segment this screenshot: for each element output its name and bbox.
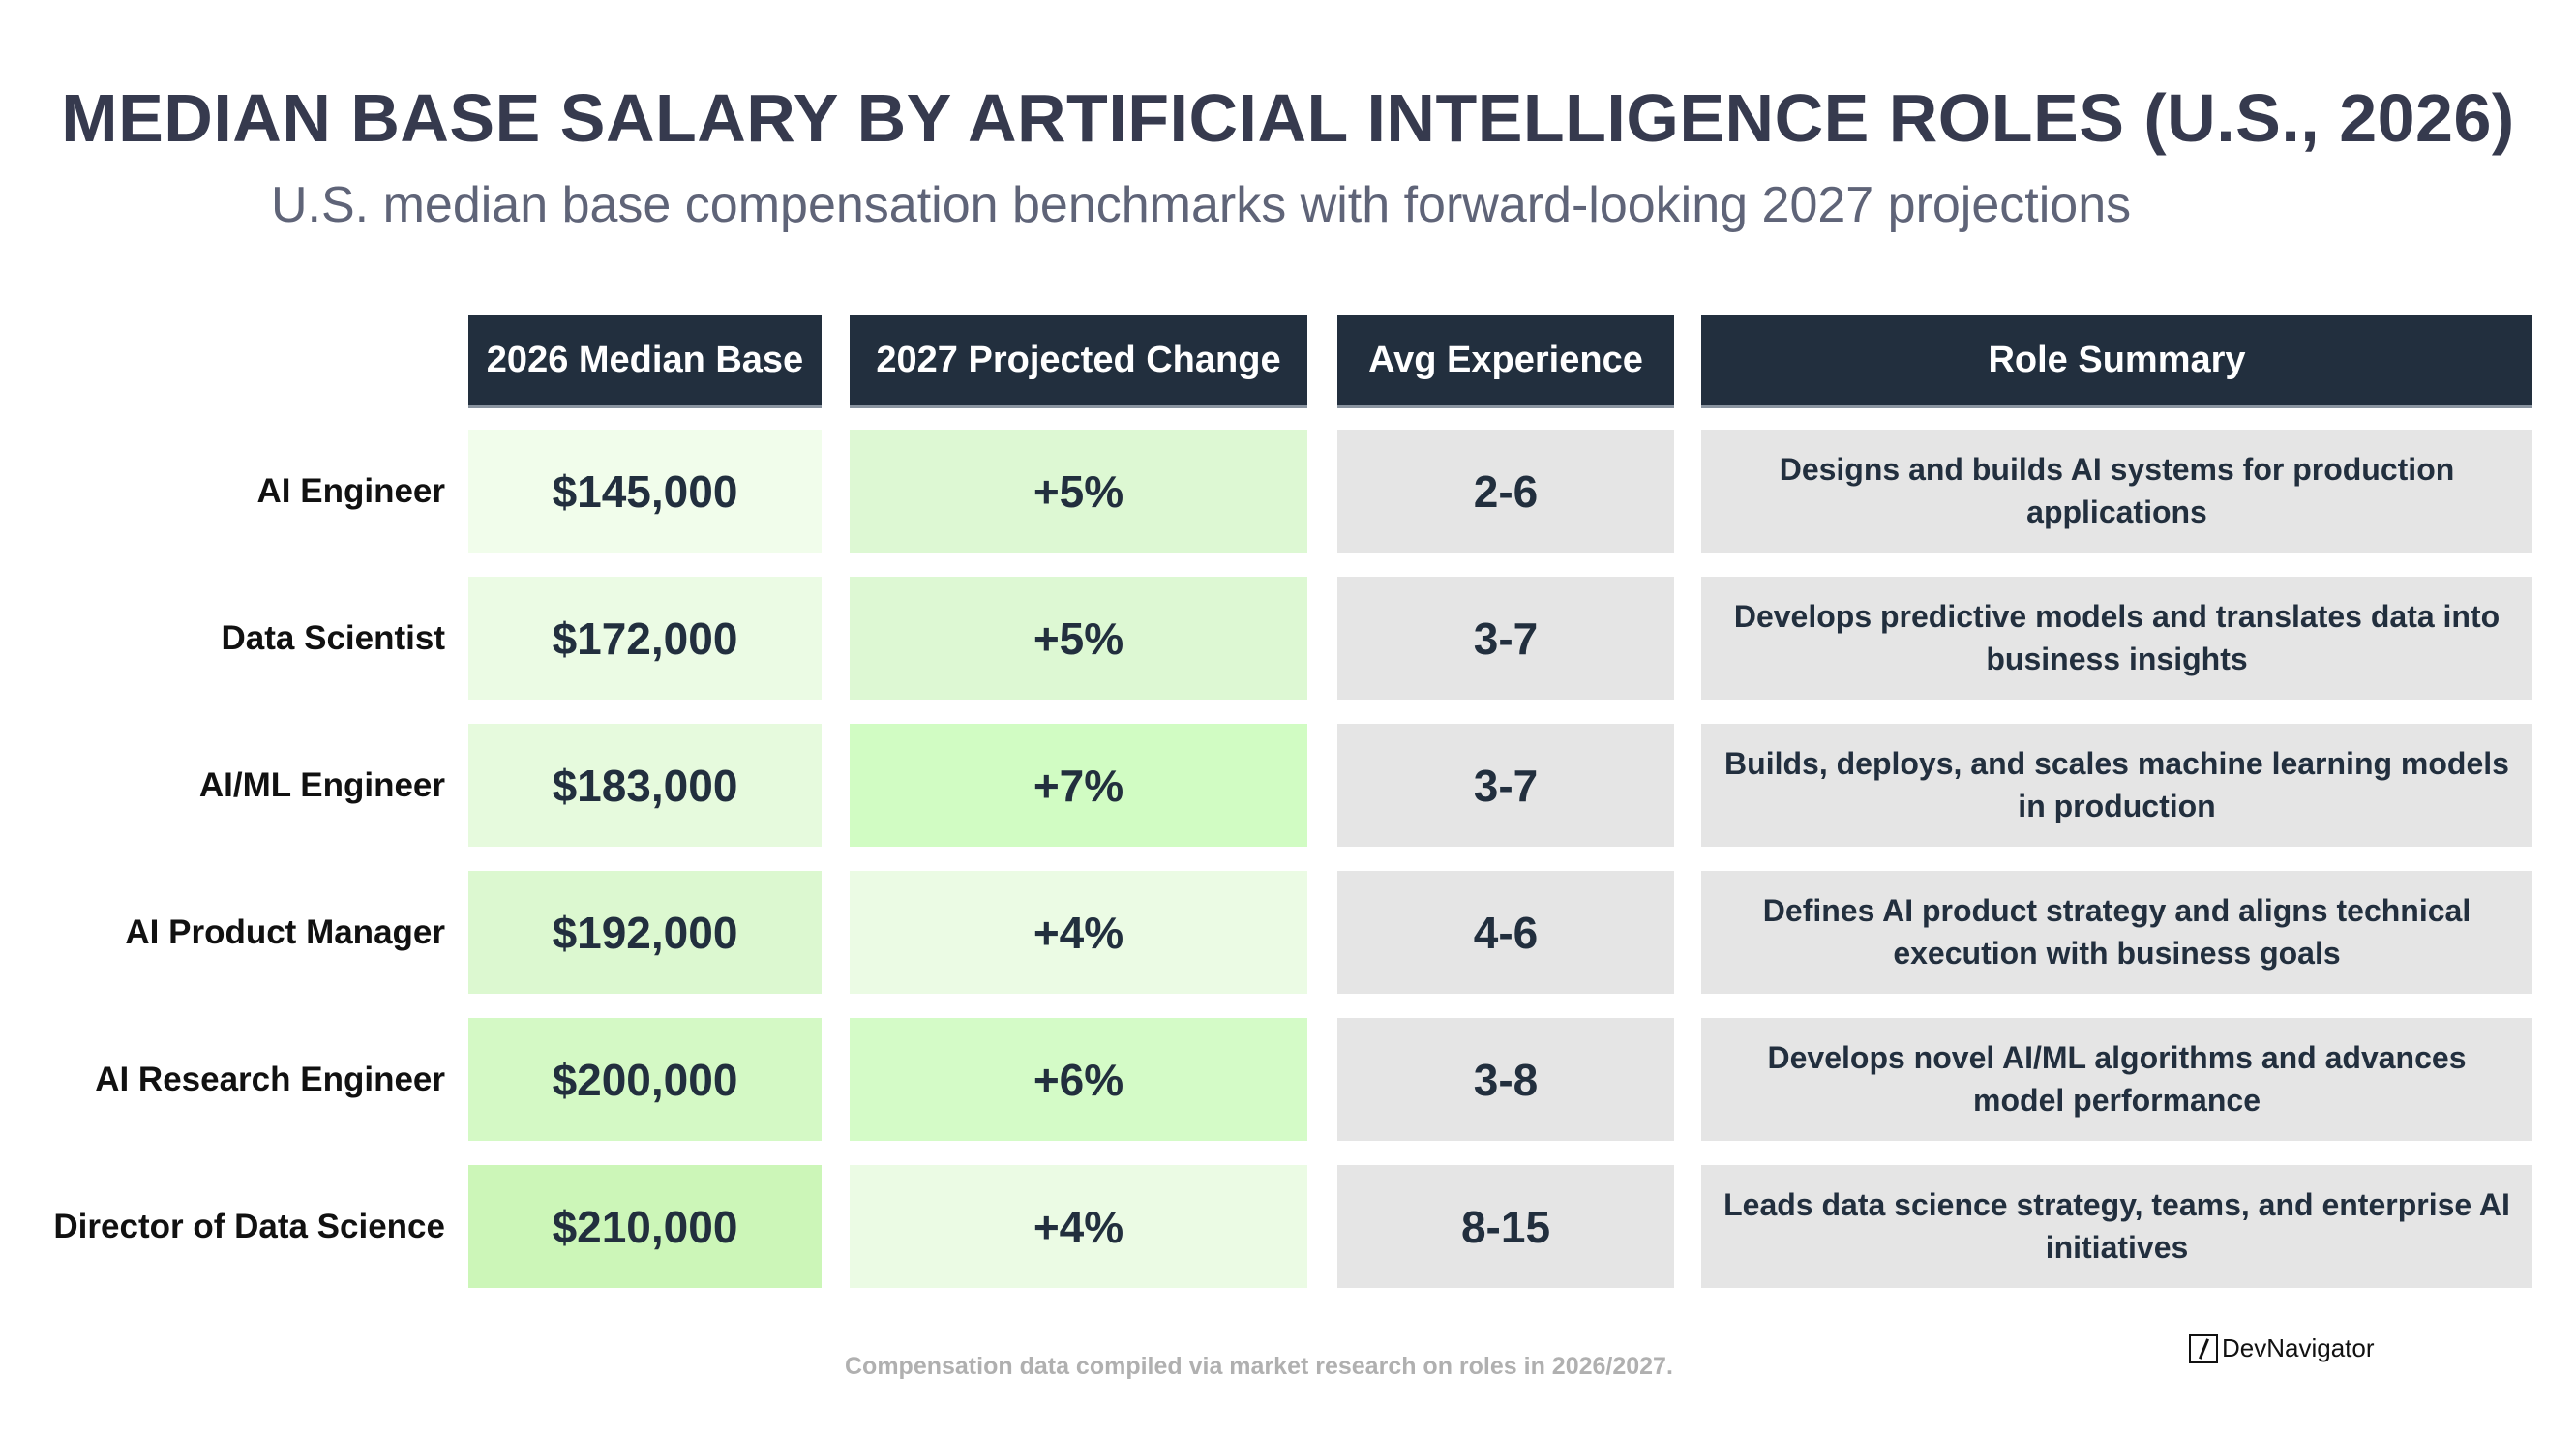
experience-cell: 3-7 [1337, 724, 1674, 847]
salary-cell: $192,000 [468, 871, 822, 994]
row-role-label: AI Research Engineer [95, 1060, 445, 1098]
change-cell: +5% [850, 430, 1307, 553]
experience-cell: 3-7 [1337, 577, 1674, 700]
header-median-base: 2026 Median Base [468, 315, 822, 408]
experience-cell: 3-8 [1337, 1018, 1674, 1141]
slash-box-icon [2189, 1333, 2218, 1363]
salary-cell: $183,000 [468, 724, 822, 847]
change-cell: +4% [850, 1165, 1307, 1288]
logo: DevNavigator [2189, 1333, 2375, 1363]
row-role-label: AI/ML Engineer [198, 765, 445, 804]
summary-cell: Leads data science strategy, teams, and … [1701, 1165, 2532, 1288]
row-role-label: Data Scientist [221, 618, 445, 657]
salary-cell: $210,000 [468, 1165, 822, 1288]
change-cell: +6% [850, 1018, 1307, 1141]
footer-note: Compensation data compiled via market re… [845, 1353, 1673, 1380]
salary-cell: $172,000 [468, 577, 822, 700]
summary-cell: Builds, deploys, and scales machine lear… [1701, 724, 2532, 847]
row-role-label: AI Engineer [256, 471, 445, 510]
row-role-label: AI Product Manager [125, 912, 445, 951]
page-title: MEDIAN BASE SALARY BY ARTIFICIAL INTELLI… [61, 80, 2515, 156]
summary-cell: Designs and builds AI systems for produc… [1701, 430, 2532, 553]
experience-cell: 2-6 [1337, 430, 1674, 553]
row-role-label: Director of Data Science [53, 1207, 445, 1245]
change-cell: +5% [850, 577, 1307, 700]
experience-cell: 4-6 [1337, 871, 1674, 994]
salary-cell: $200,000 [468, 1018, 822, 1141]
experience-cell: 8-15 [1337, 1165, 1674, 1288]
change-cell: +7% [850, 724, 1307, 847]
salary-cell: $145,000 [468, 430, 822, 553]
summary-cell: Develops novel AI/ML algorithms and adva… [1701, 1018, 2532, 1141]
header-projected-change: 2027 Projected Change [850, 315, 1307, 408]
header-avg-experience: Avg Experience [1337, 315, 1674, 408]
logo-text: DevNavigator [2222, 1333, 2375, 1362]
summary-cell: Develops predictive models and translate… [1701, 577, 2532, 700]
change-cell: +4% [850, 871, 1307, 994]
summary-cell: Defines AI product strategy and aligns t… [1701, 871, 2532, 994]
page-subtitle: U.S. median base compensation benchmarks… [271, 177, 2132, 233]
header-role-summary: Role Summary [1701, 315, 2532, 408]
